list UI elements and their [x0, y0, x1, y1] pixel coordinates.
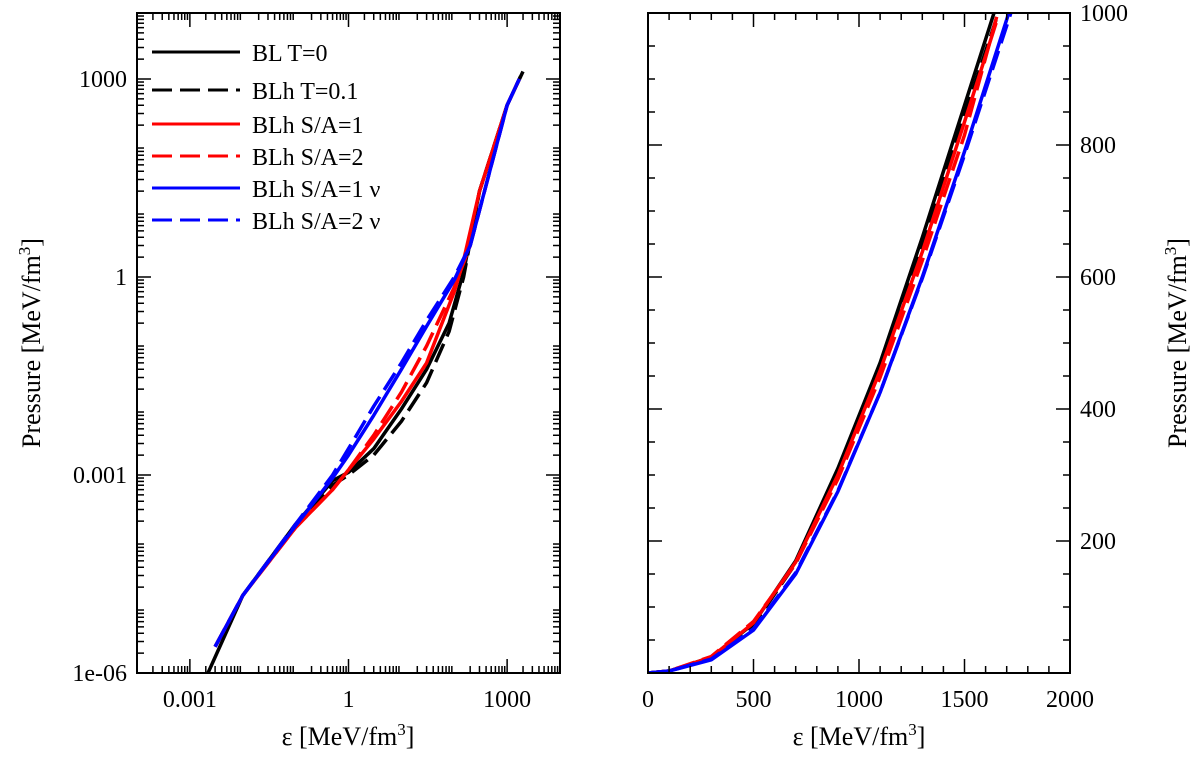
right-x-tick-label: 1500 — [941, 687, 989, 713]
legend-label-blh-sa1-nu: BLh S/A=1 ν — [252, 177, 381, 203]
right-series-blh-t-0-1 — [648, 19, 998, 673]
left-y-tick-label: 0.001 — [73, 463, 127, 489]
left-plot-frame — [136, 12, 561, 674]
right-x-axis-label: ε [MeV/fm3] — [793, 720, 926, 751]
right-series-blh-s-a-1 — [648, 22, 998, 673]
right-y-tick-label: 400 — [1080, 397, 1116, 423]
left-y-axis-label: Pressure [MeV/fm3] — [15, 238, 46, 448]
right-series-blh-s-a-1-nu — [648, 13, 1011, 673]
right-x-tick-label: 500 — [736, 687, 772, 713]
left-ticks-group: 0.001 1 1000 1e-06 0.001 1 1000 — [72, 13, 560, 713]
legend-label-blh-sa2-nu: BLh S/A=2 ν — [252, 209, 381, 235]
right-y-axis-label: Pressure [MeV/fm3] — [1161, 238, 1192, 448]
right-series-blh-s-a-2-nu — [648, 13, 1013, 673]
right-y-tick-label: 1000 — [1080, 1, 1128, 27]
right-y-tick-label: 200 — [1080, 529, 1116, 555]
left-x-axis-label: ε [MeV/fm3] — [282, 720, 415, 751]
right-series-blh-s-a-2 — [648, 13, 1000, 673]
legend: BL T=0 BLh T=0.1 BLh S/A=1 BLh S/A=2 BLh… — [152, 41, 381, 235]
left-x-tick-label: 1000 — [483, 687, 531, 713]
right-y-tick-label: 800 — [1080, 133, 1116, 159]
right-ticks-group: 0 500 1000 1500 2000 200 400 600 800 1000 — [642, 1, 1128, 713]
legend-label-bl-t0: BL T=0 — [252, 41, 328, 67]
legend-label-blh-t01: BLh T=0.1 — [252, 79, 358, 105]
left-series-blh-s-a-2-nu — [213, 78, 521, 648]
left-x-tick-label: 0.001 — [163, 687, 217, 713]
right-x-tick-label: 2000 — [1046, 687, 1094, 713]
left-y-tick-label: 1e-06 — [72, 661, 127, 687]
left-y-tick-label: 1000 — [79, 67, 127, 93]
right-y-tick-label: 600 — [1080, 265, 1116, 291]
right-panel: 0 500 1000 1500 2000 200 400 600 800 1000 ε [MeV/… — [642, 1, 1192, 751]
left-panel: 0.001 1 1000 1e-06 0.001 1 1000 BL T=0 BLh T=0… — [15, 12, 561, 751]
legend-label-blh-sa2: BLh S/A=2 — [252, 145, 364, 171]
right-x-tick-label: 1000 — [835, 687, 883, 713]
legend-label-blh-sa1: BLh S/A=1 — [252, 113, 364, 139]
right-plot-frame — [647, 12, 1071, 674]
left-y-tick-label: 1 — [115, 265, 127, 291]
right-series-bl-t-0 — [648, 13, 996, 673]
left-x-tick-label: 1 — [343, 687, 355, 713]
right-x-tick-label: 0 — [642, 687, 654, 713]
right-series-group — [648, 13, 1013, 673]
left-series-group — [206, 70, 525, 673]
